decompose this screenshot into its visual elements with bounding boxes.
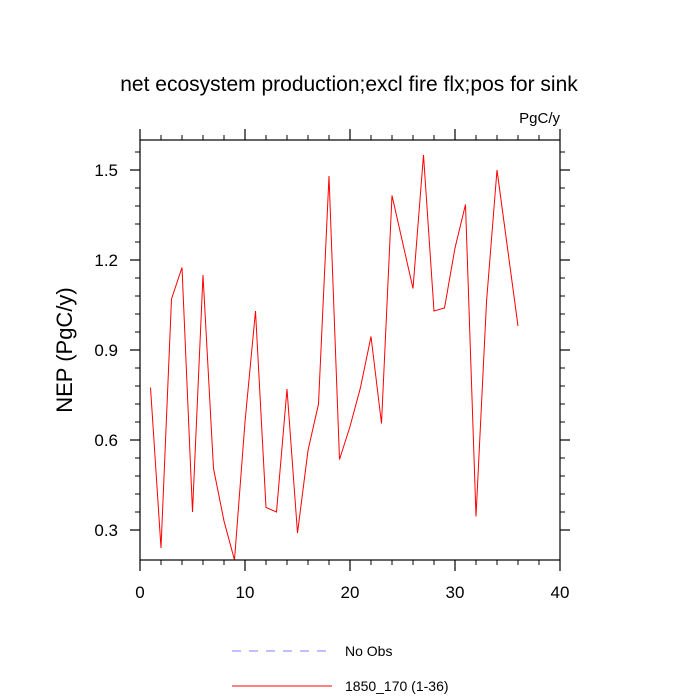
series-line: [150, 154, 519, 561]
x-tick-label: 0: [135, 583, 144, 602]
x-tick-label: 20: [341, 583, 360, 602]
y-tick-label: 1.5: [94, 161, 118, 180]
x-tick-label: 30: [446, 583, 465, 602]
y-tick-label: 0.9: [94, 341, 118, 360]
legend-label-no-obs: No Obs: [345, 643, 392, 659]
legend-label-series: 1850_170 (1-36): [345, 678, 449, 694]
series-layer: [150, 154, 519, 561]
x-tick-label: 10: [236, 583, 255, 602]
chart-title: net ecosystem production;excl fire flx;p…: [120, 73, 578, 96]
x-tick-label: 40: [551, 583, 570, 602]
y-tick-label: 0.6: [94, 431, 118, 450]
axis-ticks: [130, 129, 570, 571]
units-label: PgC/y: [519, 110, 560, 127]
tick-labels: 0 10 20 30 40 0.3 0.6 0.9 1.2 1.5: [94, 161, 569, 602]
legend: No Obs 1850_170 (1-36): [232, 643, 449, 694]
y-tick-label: 1.2: [94, 251, 118, 270]
y-tick-label: 0.3: [94, 521, 118, 540]
y-axis-label: NEP (PgC/y): [52, 287, 77, 413]
plot-frame: [139, 139, 561, 561]
